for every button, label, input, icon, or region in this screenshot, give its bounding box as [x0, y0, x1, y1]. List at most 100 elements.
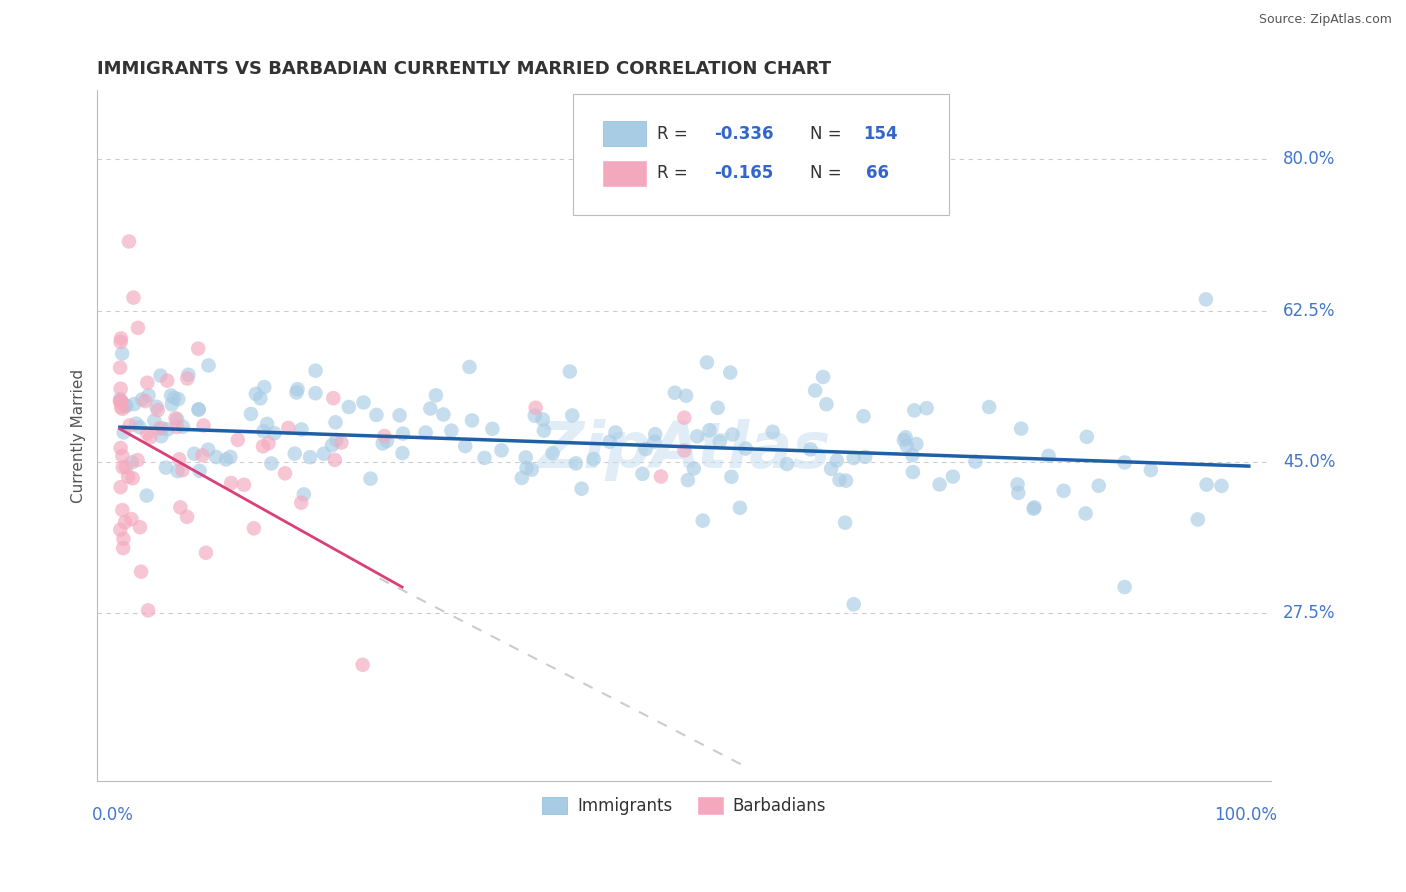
- Point: [110, 523, 132, 537]
- FancyBboxPatch shape: [603, 161, 645, 186]
- Point: [915, 401, 938, 416]
- Legend: Immigrants, Barbadians: Immigrants, Barbadians: [536, 790, 832, 822]
- Text: 100.0%: 100.0%: [1215, 805, 1277, 823]
- Point: [558, 364, 581, 378]
- Point: [1114, 580, 1136, 594]
- Point: [1187, 512, 1209, 526]
- Point: [172, 463, 194, 477]
- Point: [360, 472, 382, 486]
- Point: [565, 456, 588, 470]
- Point: [122, 397, 145, 411]
- Point: [322, 391, 344, 405]
- Point: [1195, 477, 1218, 491]
- Point: [828, 473, 851, 487]
- Text: 66: 66: [866, 164, 890, 182]
- Point: [118, 235, 141, 249]
- FancyBboxPatch shape: [603, 121, 645, 146]
- Point: [194, 546, 217, 560]
- Point: [187, 402, 209, 417]
- Point: [219, 450, 242, 464]
- Point: [166, 464, 188, 478]
- Point: [145, 400, 167, 414]
- Point: [458, 359, 481, 374]
- Point: [299, 450, 322, 465]
- Point: [366, 408, 388, 422]
- Point: [290, 422, 312, 436]
- Point: [524, 401, 547, 415]
- Point: [728, 500, 751, 515]
- Point: [110, 331, 132, 345]
- Point: [172, 419, 194, 434]
- Text: -0.165: -0.165: [714, 164, 773, 182]
- Point: [491, 443, 513, 458]
- Point: [312, 447, 335, 461]
- Point: [804, 384, 827, 398]
- Point: [135, 489, 157, 503]
- Point: [110, 334, 132, 349]
- Point: [167, 392, 190, 406]
- Point: [226, 433, 249, 447]
- Point: [111, 460, 134, 475]
- Point: [134, 394, 156, 409]
- Point: [274, 467, 297, 481]
- Point: [842, 450, 865, 465]
- Point: [675, 389, 697, 403]
- Point: [523, 409, 546, 423]
- Point: [842, 597, 865, 611]
- Point: [699, 423, 721, 437]
- Point: [706, 401, 728, 415]
- Point: [664, 385, 686, 400]
- Point: [454, 439, 477, 453]
- Point: [121, 455, 143, 469]
- Point: [853, 450, 876, 464]
- Point: [146, 403, 169, 417]
- Point: [111, 401, 134, 416]
- Point: [111, 346, 134, 360]
- Point: [193, 418, 215, 433]
- Point: [219, 476, 242, 491]
- Point: [541, 446, 564, 460]
- Point: [835, 474, 858, 488]
- Point: [776, 457, 799, 471]
- Point: [287, 382, 309, 396]
- Point: [110, 394, 132, 409]
- Point: [128, 420, 150, 434]
- Point: [515, 461, 537, 475]
- Point: [115, 459, 138, 474]
- Point: [605, 425, 627, 440]
- Point: [901, 448, 924, 462]
- Point: [905, 437, 928, 451]
- Point: [634, 442, 657, 456]
- Text: 154: 154: [863, 125, 897, 143]
- Point: [292, 487, 315, 501]
- Point: [481, 422, 503, 436]
- Point: [156, 422, 179, 436]
- Point: [510, 471, 533, 485]
- Point: [1195, 293, 1218, 307]
- Point: [263, 426, 285, 441]
- FancyBboxPatch shape: [572, 94, 949, 215]
- Point: [928, 477, 950, 491]
- Point: [392, 426, 415, 441]
- Point: [165, 411, 187, 425]
- Text: 27.5%: 27.5%: [1284, 604, 1336, 622]
- Point: [163, 391, 186, 405]
- Point: [243, 521, 266, 535]
- Point: [901, 465, 924, 479]
- Point: [696, 355, 718, 369]
- Point: [138, 388, 160, 402]
- Point: [1038, 449, 1060, 463]
- Y-axis label: Currently Married: Currently Married: [72, 368, 86, 503]
- Text: 45.0%: 45.0%: [1284, 453, 1336, 471]
- Point: [676, 473, 699, 487]
- Point: [894, 430, 917, 444]
- Point: [118, 418, 141, 433]
- Point: [799, 442, 821, 457]
- Point: [284, 447, 307, 461]
- Point: [166, 420, 188, 434]
- Point: [114, 515, 136, 529]
- Point: [166, 412, 188, 426]
- Point: [205, 450, 228, 464]
- Point: [762, 425, 785, 439]
- Point: [325, 433, 347, 447]
